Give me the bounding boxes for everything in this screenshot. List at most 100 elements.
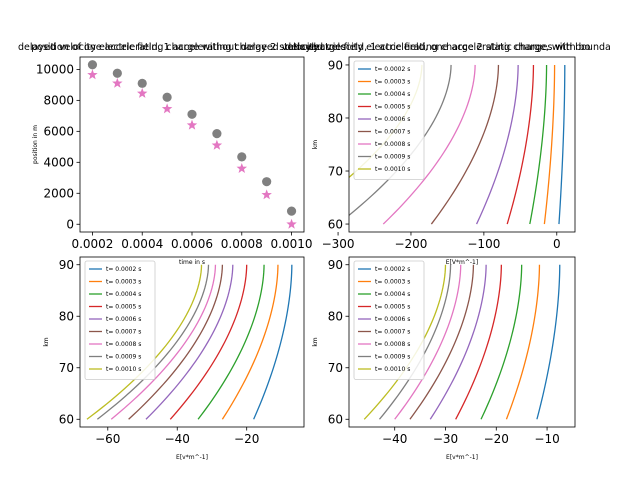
legend-label: t= 0.0006 s: [375, 316, 410, 323]
x-tick-label: −20: [484, 432, 509, 446]
series-line: [96, 264, 210, 420]
y-tick-label: 90: [328, 258, 343, 272]
x-axis-label: time in s: [179, 259, 205, 266]
plot-data: [87, 60, 297, 229]
subplot-title: electric field, 1 accelerating charge 2 …: [306, 42, 591, 53]
legend: t= 0.0002 s t= 0.0003 s t= 0.0004 s t= 0.00…: [353, 60, 425, 180]
y-tick-label: 60: [328, 217, 343, 231]
x-tick-label: −20: [234, 432, 259, 446]
data-point-circle: [112, 68, 122, 78]
y-tick-label: 2000: [43, 187, 74, 201]
legend-label: t= 0.0010 s: [375, 166, 410, 173]
legend-label: t= 0.0008 s: [106, 341, 141, 348]
y-tick-label: 60: [328, 413, 343, 427]
subplot-2: electric field, 1 accelerating charge 2 …: [306, 42, 591, 266]
y-tick-label: 80: [328, 111, 343, 125]
data-point-circle: [187, 109, 197, 119]
x-axis-label: E[V*m^-1]: [446, 259, 478, 266]
data-point-star: [211, 139, 223, 150]
series-line: [86, 264, 203, 420]
legend-label: t= 0.0002 s: [106, 266, 141, 273]
plot-frame: [79, 56, 305, 233]
data-point-star: [161, 103, 173, 114]
series-line: [394, 264, 462, 420]
series-line: [543, 64, 556, 225]
data-point-star: [136, 87, 148, 98]
series-line: [475, 64, 519, 225]
series-line: [145, 264, 234, 420]
legend-box: [353, 60, 425, 180]
y-tick-label: 80: [59, 310, 74, 324]
y-tick-label: 8000: [43, 94, 74, 108]
subplot-title: position of one accelerating charge with…: [31, 42, 319, 53]
y-tick-label: 80: [328, 310, 343, 324]
legend-label: t= 0.0003 s: [375, 279, 410, 286]
series-line: [197, 264, 265, 420]
legend-label: t= 0.0009 s: [375, 354, 410, 361]
x-tick-label: −30: [433, 432, 458, 446]
data-point-circle: [162, 92, 172, 102]
data-point-circle: [262, 177, 272, 187]
data-point-star: [261, 189, 272, 200]
legend-label: t= 0.0006 s: [375, 116, 410, 123]
series-line: [378, 264, 452, 420]
series-line: [506, 64, 535, 225]
x-tick-label: 0.0006: [171, 237, 213, 251]
x-axis-label: E[v*m^-1]: [176, 454, 208, 461]
legend: t= 0.0002 s t= 0.0003 s t= 0.0004 s t= 0.00…: [84, 260, 156, 380]
y-axis-label: km: [43, 337, 50, 346]
y-axis-label: position in m: [32, 125, 39, 164]
x-tick-label: 0.0008: [221, 237, 263, 251]
legend-label: t= 0.0004 s: [375, 291, 410, 298]
data-point-circle: [286, 206, 297, 216]
series-line: [169, 264, 248, 420]
x-tick-label: −40: [165, 432, 190, 446]
y-tick-label: 70: [59, 361, 74, 375]
data-point-star: [186, 119, 198, 130]
legend-label: t= 0.0005 s: [106, 304, 141, 311]
series-line: [529, 64, 548, 225]
legend-label: t= 0.0003 s: [375, 79, 410, 86]
y-tick-label: 90: [328, 58, 343, 72]
x-tick-label: −300: [322, 237, 355, 251]
legend-box: [353, 260, 425, 380]
legend-label: t= 0.0010 s: [106, 366, 141, 373]
y-tick-label: 90: [59, 258, 74, 272]
legend-label: t= 0.0004 s: [106, 291, 141, 298]
y-tick-label: 10000: [36, 63, 74, 77]
series-line: [429, 264, 487, 420]
subplot-title: delayed velocity electric field, 1 accel…: [18, 42, 346, 53]
plot-frame: [348, 56, 576, 233]
subplot-3: delayed velocity electric field, 1 accel…: [18, 42, 346, 461]
legend-label: t= 0.0004 s: [375, 91, 410, 98]
legend-label: t= 0.0007 s: [106, 329, 141, 336]
legend-label: t= 0.0005 s: [375, 304, 410, 311]
y-tick-label: 0: [66, 218, 74, 232]
series-line: [110, 264, 217, 420]
legend-label: t= 0.0008 s: [375, 141, 410, 148]
series-line: [455, 264, 503, 420]
y-tick-label: 70: [328, 164, 343, 178]
x-tick-label: −60: [95, 432, 120, 446]
data-point-star: [286, 218, 297, 229]
y-axis-label: km: [312, 140, 319, 149]
legend-label: t= 0.0008 s: [375, 341, 410, 348]
legend-label: t= 0.0007 s: [375, 329, 410, 336]
y-tick-label: 4000: [43, 156, 74, 170]
series-line: [382, 64, 476, 225]
plot-data: [86, 264, 293, 420]
x-tick-label: −200: [394, 237, 427, 251]
legend-label: t= 0.0002 s: [375, 66, 410, 73]
data-point-star: [236, 163, 248, 173]
x-tick-label: 0.0002: [71, 237, 113, 251]
data-point-circle: [212, 129, 222, 139]
legend-label: t= 0.0010 s: [375, 366, 410, 373]
series-line: [128, 264, 224, 420]
series-line: [409, 264, 475, 420]
legend: t= 0.0002 s t= 0.0003 s t= 0.0004 s t= 0.00…: [353, 260, 425, 380]
series-line: [536, 264, 561, 420]
subplot-1: position of one accelerating charge with…: [31, 42, 319, 266]
data-point-circle: [237, 152, 247, 162]
legend-label: t= 0.0003 s: [106, 279, 141, 286]
